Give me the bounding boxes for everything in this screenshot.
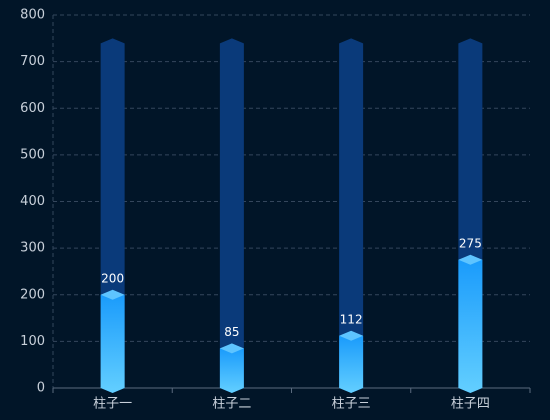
y-tick-label: 700 (20, 54, 45, 69)
y-tick-label: 500 (20, 147, 45, 162)
background-bar (339, 38, 364, 393)
y-tick-label: 400 (20, 194, 45, 209)
x-tick-label: 柱子二 (212, 397, 251, 412)
bar (458, 259, 483, 393)
bar (100, 294, 125, 393)
value-label: 200 (101, 271, 124, 285)
value-label: 112 (340, 312, 363, 326)
value-label: 85 (224, 325, 239, 339)
y-tick-label: 100 (20, 334, 45, 349)
bar-cap (339, 330, 364, 341)
y-tick-label: 200 (20, 287, 45, 302)
x-tick-label: 柱子一 (93, 397, 132, 412)
bar-cap (219, 343, 244, 354)
bar (339, 335, 364, 393)
value-label: 275 (459, 236, 482, 250)
y-tick-label: 300 (20, 241, 45, 256)
x-tick-label: 柱子四 (451, 397, 490, 412)
y-tick-label: 600 (20, 101, 45, 116)
bar (219, 348, 244, 393)
y-tick-label: 0 (37, 381, 45, 396)
y-tick-label: 800 (20, 8, 45, 23)
bar-cap (100, 289, 125, 300)
background-bar (219, 38, 244, 393)
x-tick-label: 柱子三 (332, 397, 371, 412)
bar-cap (458, 254, 483, 265)
